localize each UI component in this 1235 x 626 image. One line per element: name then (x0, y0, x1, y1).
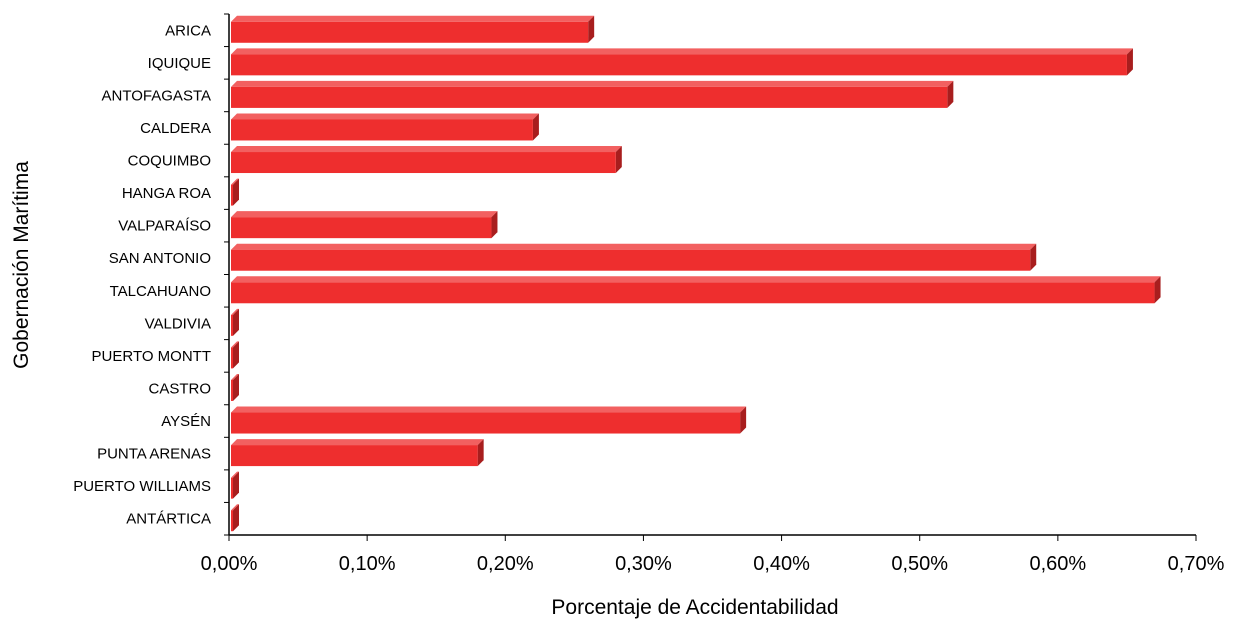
bar-side-face (615, 146, 622, 174)
bar-side-face (233, 504, 239, 532)
y-tick-label: PUERTO MONTT (92, 348, 211, 365)
x-tick-label: 0,10% (339, 553, 396, 575)
x-tick-label: 0,50% (891, 553, 948, 575)
bar (231, 211, 498, 239)
bar-side-face (233, 178, 239, 206)
y-tick-label: HANGA ROA (122, 185, 211, 202)
y-tick-label: IQUIQUE (148, 55, 211, 72)
bar (231, 146, 622, 174)
bar-top-face (231, 276, 1161, 283)
y-tick-label: CASTRO (148, 380, 211, 397)
bar (231, 276, 1161, 304)
bar (231, 15, 595, 43)
bar-front-face (231, 477, 233, 499)
y-tick-label: VALDIVIA (145, 315, 211, 332)
bar-top-face (231, 439, 484, 446)
bar-top-face (231, 504, 239, 511)
bar-side-face (740, 406, 747, 434)
bar-front-face (231, 249, 1031, 271)
x-tick-label: 0,20% (477, 553, 534, 575)
bar-side-face (233, 341, 239, 369)
bar (231, 80, 954, 108)
bar-front-face (231, 347, 233, 369)
bar-top-face (231, 146, 622, 153)
bar (231, 504, 239, 532)
bar-top-face (231, 211, 498, 218)
x-tick-label: 0,60% (1029, 553, 1086, 575)
x-axis-title: Porcentaje de Accidentabilidad (551, 596, 838, 619)
x-tick-label: 0,40% (753, 553, 810, 575)
bar-front-face (231, 314, 233, 336)
bar (231, 243, 1037, 271)
x-tick-label: 0,70% (1168, 553, 1225, 575)
y-tick-label: VALPARAÍSO (118, 218, 211, 235)
bar-side-face (233, 471, 239, 499)
y-axis-ticks: ARICA IQUIQUE ANTOFAGASTA CALDERA COQUIMBO HA… (73, 13, 229, 536)
bar-front-face (231, 445, 478, 467)
y-tick-label: SAN ANTONIO (109, 250, 211, 267)
bar-front-face (231, 282, 1155, 304)
bar-top-face (231, 15, 595, 22)
bar-top-face (231, 406, 747, 413)
bar-front-face (231, 119, 533, 141)
bar-front-face (231, 86, 948, 108)
bar-front-face (231, 54, 1127, 76)
bars-group (231, 15, 1161, 532)
bar (231, 308, 239, 336)
bar-front-face (231, 379, 233, 401)
bar-side-face (1030, 243, 1037, 271)
x-tick-label: 0,30% (615, 553, 672, 575)
y-tick-label: AYSÉN (161, 413, 211, 430)
bar (231, 373, 239, 401)
y-tick-label: TALCAHUANO (110, 283, 211, 300)
bar-top-face (231, 178, 239, 185)
bar (231, 406, 747, 434)
bar (231, 48, 1133, 76)
bar-side-face (233, 373, 239, 401)
bar-side-face (1126, 48, 1133, 76)
bar-side-face (1154, 276, 1161, 304)
x-tick-label: 0,00% (201, 553, 258, 575)
y-tick-label: ANTOFAGASTA (102, 87, 211, 104)
bar (231, 341, 239, 369)
bar-side-face (477, 439, 484, 467)
bar-top-face (231, 308, 239, 315)
bar-top-face (231, 48, 1133, 55)
bar-front-face (231, 152, 616, 174)
bar-top-face (231, 113, 539, 120)
bar-top-face (231, 373, 239, 380)
y-tick-label: PUNTA ARENAS (97, 446, 211, 463)
bar-side-face (532, 113, 539, 141)
bar-top-face (231, 243, 1037, 250)
bar (231, 113, 539, 141)
bar-side-face (491, 211, 498, 239)
bar-front-face (231, 412, 741, 434)
bar-side-face (588, 15, 595, 43)
bar (231, 178, 239, 206)
bar-top-face (231, 80, 954, 87)
bar-front-face (231, 510, 233, 532)
bar (231, 439, 484, 467)
bar-front-face (231, 184, 233, 206)
y-tick-label: COQUIMBO (128, 153, 211, 170)
y-tick-label: ARICA (165, 22, 211, 39)
y-tick-label: PUERTO WILLIAMS (73, 478, 211, 495)
bar-front-face (231, 217, 492, 239)
y-axis-title: Gobernación Marítima (10, 161, 33, 369)
bar (231, 471, 239, 499)
bar-front-face (231, 21, 589, 43)
bar-top-face (231, 341, 239, 348)
bar-side-face (233, 308, 239, 336)
y-tick-label: ANTÁRTICA (126, 511, 211, 528)
bar-top-face (231, 471, 239, 478)
y-tick-label: CALDERA (140, 120, 211, 137)
bar-side-face (947, 80, 954, 108)
x-axis-ticks: 0,00% 0,10% 0,20% 0,30% 0,40% 0,50% 0,60% 0,70% (201, 535, 1225, 575)
